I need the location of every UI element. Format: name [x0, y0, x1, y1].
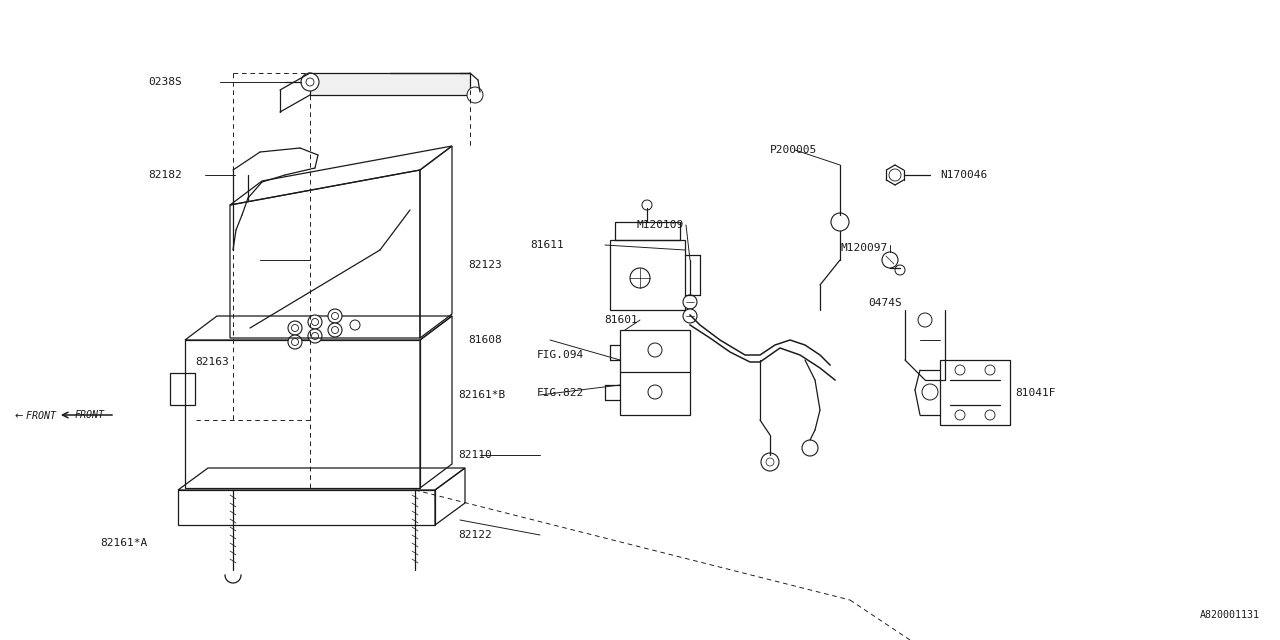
Circle shape: [349, 320, 360, 330]
Circle shape: [648, 385, 662, 399]
Text: 0474S: 0474S: [868, 298, 901, 308]
Text: N170046: N170046: [940, 170, 987, 180]
Circle shape: [306, 78, 314, 86]
Circle shape: [332, 326, 338, 333]
Text: 82163: 82163: [195, 357, 229, 367]
Circle shape: [328, 309, 342, 323]
Circle shape: [648, 343, 662, 357]
Circle shape: [467, 87, 483, 103]
Text: 82161*B: 82161*B: [458, 390, 506, 400]
Polygon shape: [310, 73, 470, 95]
Circle shape: [684, 295, 698, 309]
Text: 82161*A: 82161*A: [100, 538, 147, 548]
Circle shape: [882, 252, 899, 268]
Text: 82122: 82122: [458, 530, 492, 540]
Text: 81601: 81601: [604, 315, 637, 325]
Text: A820001131: A820001131: [1201, 610, 1260, 620]
Text: FIG.822: FIG.822: [538, 388, 584, 398]
Circle shape: [890, 169, 901, 181]
Text: M120097: M120097: [840, 243, 887, 253]
Text: 81041F: 81041F: [1015, 388, 1056, 398]
Circle shape: [762, 453, 780, 471]
Text: FIG.094: FIG.094: [538, 350, 584, 360]
Circle shape: [288, 321, 302, 335]
Circle shape: [292, 339, 298, 346]
Text: 82123: 82123: [468, 260, 502, 270]
Text: 82110: 82110: [458, 450, 492, 460]
Circle shape: [803, 440, 818, 456]
Circle shape: [301, 73, 319, 91]
Circle shape: [955, 410, 965, 420]
Circle shape: [311, 319, 319, 326]
Circle shape: [986, 365, 995, 375]
Circle shape: [292, 324, 298, 332]
Text: M120109: M120109: [636, 220, 684, 230]
Text: P200005: P200005: [771, 145, 817, 155]
Circle shape: [288, 335, 302, 349]
Circle shape: [308, 329, 323, 343]
Text: FRONT: FRONT: [76, 410, 105, 420]
Text: $\leftarrow$FRONT: $\leftarrow$FRONT: [13, 409, 58, 421]
Circle shape: [630, 268, 650, 288]
Circle shape: [765, 458, 774, 466]
Circle shape: [918, 313, 932, 327]
Text: 0238S: 0238S: [148, 77, 182, 87]
Circle shape: [308, 315, 323, 329]
Circle shape: [922, 384, 938, 400]
Circle shape: [684, 309, 698, 323]
Circle shape: [831, 213, 849, 231]
Circle shape: [955, 365, 965, 375]
Circle shape: [332, 312, 338, 319]
Circle shape: [311, 333, 319, 339]
Circle shape: [895, 265, 905, 275]
Circle shape: [986, 410, 995, 420]
Text: 82182: 82182: [148, 170, 182, 180]
Circle shape: [328, 323, 342, 337]
Text: 81608: 81608: [468, 335, 502, 345]
Circle shape: [643, 200, 652, 210]
Text: 81611: 81611: [530, 240, 563, 250]
